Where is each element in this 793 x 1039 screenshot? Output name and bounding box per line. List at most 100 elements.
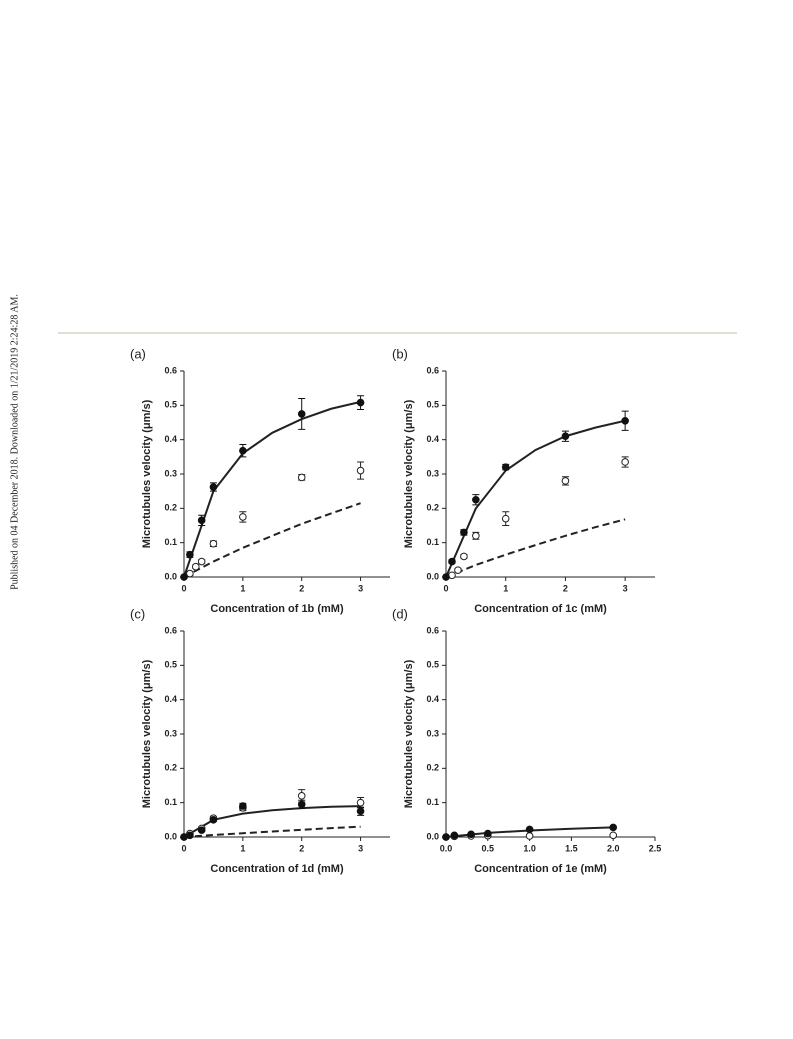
y-tick-label: 0.6 <box>164 625 177 635</box>
filled-marker <box>501 463 510 471</box>
filled-marker <box>186 831 194 840</box>
open-marker <box>609 831 618 840</box>
filled-marker <box>239 446 247 455</box>
fit-curve <box>445 518 626 578</box>
y-tick-label: 0.2 <box>426 763 439 773</box>
open-marker <box>621 458 629 466</box>
open-marker <box>561 477 570 485</box>
open-marker <box>472 532 480 540</box>
y-tick-label: 0.1 <box>164 797 177 807</box>
y-tick-label: 0.3 <box>426 728 439 738</box>
filled-marker <box>297 800 306 809</box>
filled-marker <box>460 528 468 537</box>
fit-curve <box>445 419 626 578</box>
filled-marker <box>472 495 480 504</box>
filled-marker <box>442 833 450 841</box>
x-tick-label: 1 <box>240 583 245 593</box>
x-tick-label: 2 <box>299 843 304 853</box>
open-marker <box>356 466 365 475</box>
x-tick-label: 1.5 <box>565 843 578 853</box>
panel-label: (d) <box>392 606 408 621</box>
filled-marker <box>525 825 534 834</box>
open-marker <box>297 473 306 482</box>
open-marker <box>191 562 200 571</box>
open-marker <box>297 792 306 800</box>
filled-marker <box>450 831 459 840</box>
y-tick-label: 0.6 <box>426 625 439 635</box>
filled-marker <box>467 830 475 839</box>
open-marker <box>356 798 365 807</box>
y-tick-label: 0.4 <box>426 694 439 704</box>
filled-marker <box>561 432 570 441</box>
y-tick-label: 0.3 <box>164 728 177 738</box>
filled-marker <box>209 483 218 491</box>
x-tick-label: 1.0 <box>523 843 536 853</box>
filled-marker <box>239 802 247 810</box>
filled-marker <box>186 550 194 559</box>
y-tick-label: 0.0 <box>164 831 177 841</box>
open-marker <box>239 513 247 521</box>
x-tick-label: 3 <box>623 583 628 593</box>
x-tick-label: 0 <box>181 583 186 593</box>
y-tick-label: 0.4 <box>426 434 439 444</box>
filled-marker <box>609 823 618 832</box>
y-tick-label: 0.2 <box>426 503 439 513</box>
open-marker <box>209 539 218 548</box>
y-axis-label: Microtubules velocity (μm/s) <box>403 399 415 548</box>
y-tick-label: 0.6 <box>426 365 439 375</box>
filled-marker <box>197 516 206 525</box>
y-tick-label: 0.5 <box>164 660 177 670</box>
open-marker <box>186 569 194 578</box>
x-tick-label: 2.0 <box>607 843 620 853</box>
y-tick-label: 0.6 <box>164 365 177 375</box>
filled-marker <box>356 807 365 816</box>
x-tick-label: 0.0 <box>440 843 453 853</box>
filled-marker <box>197 826 206 834</box>
filled-marker <box>484 829 492 838</box>
y-tick-label: 0.1 <box>426 797 439 807</box>
panel-label: (b) <box>392 346 408 361</box>
y-tick-label: 0.1 <box>426 537 439 547</box>
x-tick-label: 1 <box>503 583 508 593</box>
open-marker <box>501 514 510 523</box>
x-tick-label: 3 <box>358 843 363 853</box>
filled-marker <box>180 573 188 581</box>
y-axis-label: Microtubules velocity (μm/s) <box>403 659 415 808</box>
y-tick-label: 0.4 <box>164 434 177 444</box>
x-axis-label: Concentration of 1b (mM) <box>210 603 344 615</box>
y-tick-label: 0.4 <box>164 694 177 704</box>
filled-marker <box>442 573 450 581</box>
fit-curve <box>183 825 361 838</box>
panel-label: (c) <box>130 606 145 621</box>
x-tick-label: 0 <box>181 843 186 853</box>
x-tick-label: 0 <box>443 583 448 593</box>
fit-curve <box>183 502 361 578</box>
y-tick-label: 0.5 <box>426 660 439 670</box>
x-axis-label: Concentration of 1c (mM) <box>474 603 607 615</box>
x-tick-label: 3 <box>358 583 363 593</box>
side-note: Published on 04 December 2018. Downloade… <box>9 294 20 590</box>
y-tick-label: 0.0 <box>164 571 177 581</box>
x-tick-label: 1 <box>240 843 245 853</box>
open-marker <box>460 552 468 561</box>
y-tick-label: 0.5 <box>426 400 439 410</box>
y-tick-label: 0.2 <box>164 763 177 773</box>
x-tick-label: 2 <box>299 583 304 593</box>
filled-marker <box>209 816 218 824</box>
y-tick-label: 0.2 <box>164 503 177 513</box>
y-axis-label: Microtubules velocity (μm/s) <box>141 399 153 548</box>
filled-marker <box>356 398 365 407</box>
filled-marker <box>621 416 629 425</box>
filled-marker <box>297 410 306 418</box>
y-tick-label: 0.0 <box>426 571 439 581</box>
panel-label: (a) <box>130 346 146 361</box>
y-tick-label: 0.5 <box>164 400 177 410</box>
y-tick-label: 0.0 <box>426 831 439 841</box>
x-axis-label: Concentration of 1e (mM) <box>474 863 607 875</box>
y-tick-label: 0.1 <box>164 537 177 547</box>
y-tick-label: 0.3 <box>164 468 177 478</box>
x-axis-label: Concentration of 1d (mM) <box>210 863 344 875</box>
y-tick-label: 0.3 <box>426 468 439 478</box>
x-tick-label: 2 <box>563 583 568 593</box>
